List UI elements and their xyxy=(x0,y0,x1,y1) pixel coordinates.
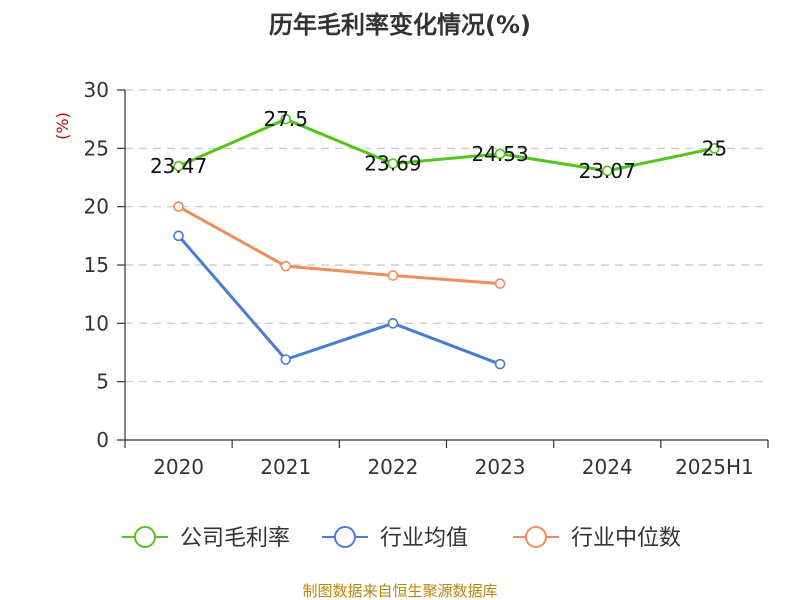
x-ticks: 2020 2021 2022 2023 2024 2025H1 xyxy=(124,440,769,479)
x-tick-label: 2024 xyxy=(582,455,633,479)
data-point xyxy=(280,113,292,125)
gridlines xyxy=(125,89,768,383)
series-group xyxy=(173,113,720,370)
data-point xyxy=(601,165,613,177)
legend-label: 公司毛利率 xyxy=(180,526,290,551)
x-tick-label: 2022 xyxy=(367,455,418,479)
y-tick-label: 25 xyxy=(84,136,109,160)
series-line-3 xyxy=(177,205,501,286)
y-ticks: 0 5 10 15 20 25 30 xyxy=(84,78,125,452)
x-tick-label: 2021 xyxy=(260,455,311,479)
data-point xyxy=(494,358,506,370)
y-tick-label: 0 xyxy=(96,428,109,452)
data-point xyxy=(387,318,399,329)
data-point xyxy=(494,278,506,289)
series-line-2 xyxy=(177,234,501,366)
data-point xyxy=(709,143,720,154)
data-label: 25 xyxy=(702,136,727,160)
x-tick-label: 2023 xyxy=(475,455,526,479)
legend: 公司毛利率 行业均值 行业中位数 xyxy=(122,526,681,551)
data-point xyxy=(173,230,184,242)
y-tick-label: 20 xyxy=(84,195,109,219)
data-label: 27.5 xyxy=(263,107,308,131)
series-line-1 xyxy=(177,117,715,173)
chart-title: 历年毛利率变化情况(%) xyxy=(269,11,531,39)
x-tick-label: 2025H1 xyxy=(675,455,754,479)
data-point xyxy=(494,148,506,160)
data-point xyxy=(173,160,184,172)
data-point xyxy=(280,260,292,272)
data-label: 23.07 xyxy=(579,159,636,183)
y-tick-label: 10 xyxy=(84,311,109,335)
data-point xyxy=(173,201,184,212)
data-point xyxy=(280,354,292,365)
x-tick-label: 2020 xyxy=(153,455,204,479)
data-point xyxy=(387,270,399,281)
data-label: 23.69 xyxy=(364,152,421,176)
source-note: 制图数据来自恒生聚源数据库 xyxy=(302,582,497,600)
legend-label: 行业均值 xyxy=(380,526,468,551)
legend-marker xyxy=(134,526,156,548)
y-axis-label: (%) xyxy=(53,112,72,140)
data-point xyxy=(387,158,399,169)
legend-marker xyxy=(525,526,547,548)
legend-label: 行业中位数 xyxy=(571,526,681,551)
data-labels: 23.47 27.5 23.69 24.53 23.07 25 xyxy=(150,107,727,183)
legend-marker xyxy=(334,526,356,548)
y-tick-label: 30 xyxy=(84,78,109,102)
y-tick-label: 15 xyxy=(84,253,109,277)
data-label: 24.53 xyxy=(471,142,528,166)
y-tick-label: 5 xyxy=(96,370,109,394)
data-label: 23.47 xyxy=(150,154,207,178)
